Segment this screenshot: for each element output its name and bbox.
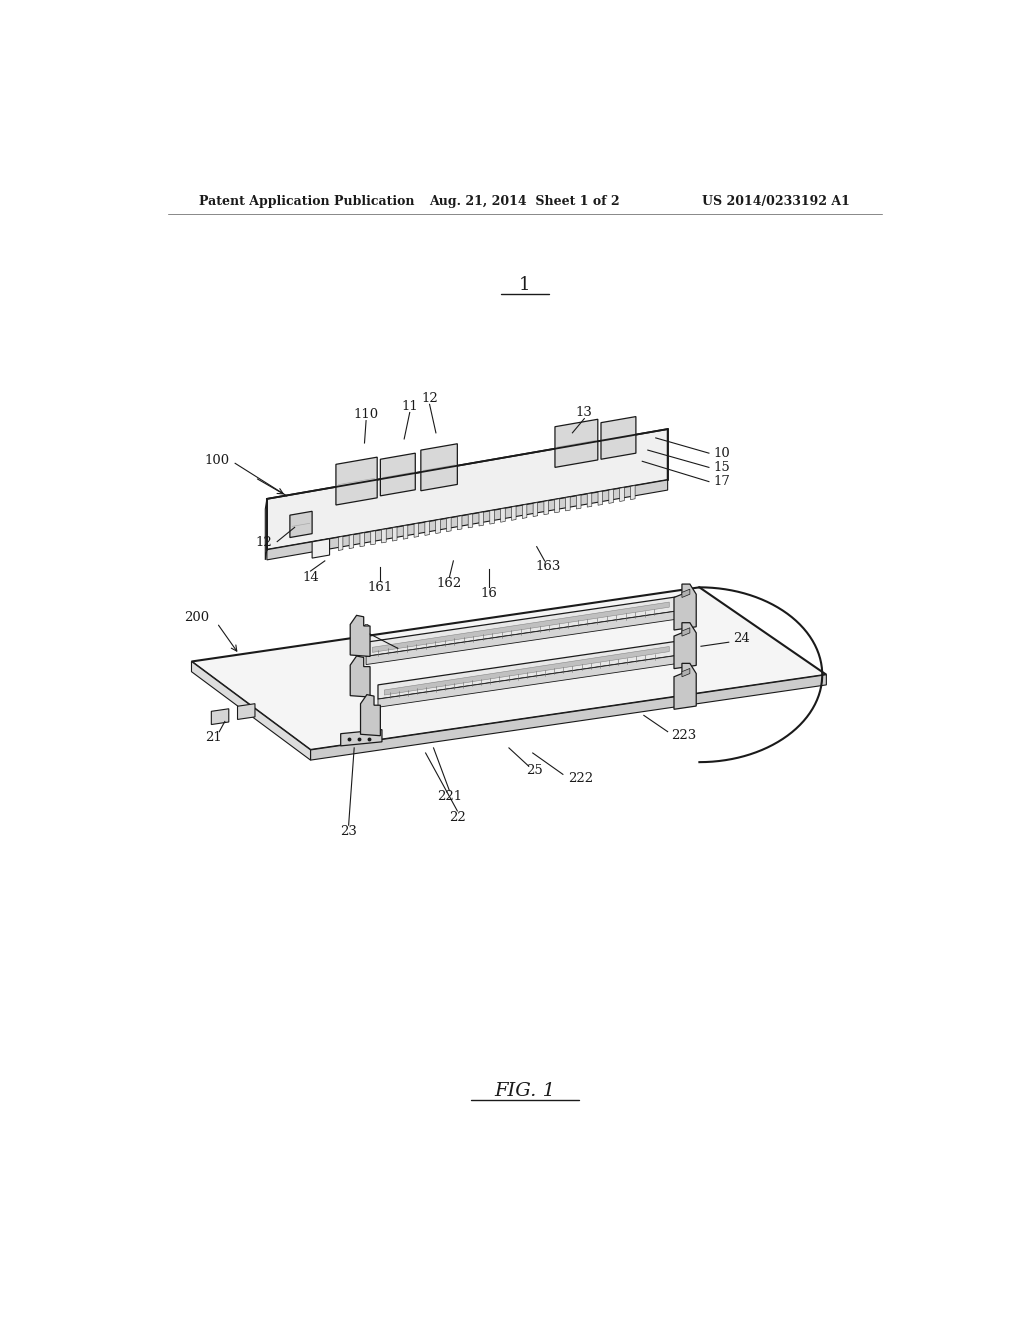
- Polygon shape: [267, 480, 668, 560]
- Polygon shape: [468, 513, 473, 528]
- Polygon shape: [403, 525, 408, 539]
- Text: 200: 200: [184, 611, 209, 624]
- Polygon shape: [360, 533, 365, 546]
- Polygon shape: [267, 429, 668, 549]
- Polygon shape: [631, 486, 635, 499]
- Polygon shape: [682, 668, 690, 677]
- Polygon shape: [511, 507, 516, 520]
- Polygon shape: [522, 504, 527, 519]
- Text: 12: 12: [421, 392, 438, 405]
- Polygon shape: [674, 623, 696, 669]
- Polygon shape: [601, 417, 636, 459]
- Polygon shape: [435, 520, 440, 533]
- Polygon shape: [489, 510, 495, 524]
- Polygon shape: [544, 500, 549, 515]
- Polygon shape: [577, 495, 581, 510]
- Text: 162: 162: [437, 577, 462, 590]
- Text: 14: 14: [302, 570, 318, 583]
- Text: Aug. 21, 2014  Sheet 1 of 2: Aug. 21, 2014 Sheet 1 of 2: [429, 194, 621, 207]
- Text: 222: 222: [568, 772, 594, 785]
- Polygon shape: [682, 589, 690, 598]
- Polygon shape: [349, 535, 353, 549]
- Polygon shape: [555, 499, 559, 512]
- Text: 16: 16: [480, 587, 498, 599]
- Text: FIG. 1: FIG. 1: [495, 1082, 555, 1101]
- Polygon shape: [414, 523, 419, 537]
- Polygon shape: [338, 536, 343, 550]
- Polygon shape: [367, 611, 676, 664]
- Polygon shape: [238, 704, 255, 719]
- Text: Patent Application Publication: Patent Application Publication: [200, 194, 415, 207]
- Polygon shape: [378, 642, 676, 700]
- Polygon shape: [609, 490, 613, 503]
- Polygon shape: [380, 453, 416, 496]
- Polygon shape: [310, 675, 826, 760]
- Polygon shape: [367, 597, 676, 656]
- Polygon shape: [534, 503, 538, 516]
- Polygon shape: [336, 457, 377, 506]
- Polygon shape: [674, 583, 696, 630]
- Text: US 2014/0233192 A1: US 2014/0233192 A1: [702, 194, 850, 207]
- Polygon shape: [290, 511, 312, 537]
- Polygon shape: [392, 527, 397, 541]
- Text: 24: 24: [733, 632, 750, 644]
- Polygon shape: [371, 531, 376, 545]
- Text: 15: 15: [714, 461, 730, 474]
- Polygon shape: [446, 517, 452, 532]
- Polygon shape: [384, 647, 670, 696]
- Polygon shape: [378, 656, 676, 708]
- Text: 21: 21: [206, 731, 222, 744]
- Text: 163: 163: [536, 561, 561, 573]
- Text: 11: 11: [401, 400, 418, 413]
- Text: 13: 13: [575, 407, 593, 418]
- Text: 100: 100: [205, 454, 229, 467]
- Text: 12: 12: [256, 536, 272, 549]
- Polygon shape: [555, 420, 598, 467]
- Polygon shape: [191, 587, 826, 750]
- Polygon shape: [479, 512, 483, 525]
- Polygon shape: [350, 656, 370, 697]
- Text: 23: 23: [340, 825, 357, 838]
- Polygon shape: [373, 602, 670, 652]
- Polygon shape: [312, 539, 330, 558]
- Polygon shape: [598, 491, 603, 506]
- Polygon shape: [620, 487, 625, 502]
- Polygon shape: [682, 628, 690, 636]
- Text: 17: 17: [714, 475, 730, 488]
- Polygon shape: [191, 661, 310, 760]
- Polygon shape: [211, 709, 228, 725]
- Text: 223: 223: [672, 729, 697, 742]
- Text: 110: 110: [353, 408, 379, 421]
- Polygon shape: [360, 694, 380, 735]
- Text: 1: 1: [519, 276, 530, 294]
- Text: 161: 161: [368, 581, 393, 594]
- Polygon shape: [350, 615, 370, 656]
- Polygon shape: [587, 494, 592, 507]
- Text: 10: 10: [714, 446, 730, 459]
- Polygon shape: [421, 444, 458, 491]
- Polygon shape: [565, 496, 570, 511]
- Text: 221: 221: [437, 791, 462, 803]
- Polygon shape: [674, 664, 696, 709]
- Text: 20: 20: [353, 623, 371, 636]
- Polygon shape: [265, 499, 267, 560]
- Polygon shape: [501, 508, 505, 523]
- Polygon shape: [425, 521, 429, 536]
- Text: 22: 22: [449, 810, 466, 824]
- Text: 25: 25: [526, 764, 543, 776]
- Polygon shape: [341, 730, 382, 746]
- Polygon shape: [382, 529, 386, 543]
- Polygon shape: [458, 516, 462, 529]
